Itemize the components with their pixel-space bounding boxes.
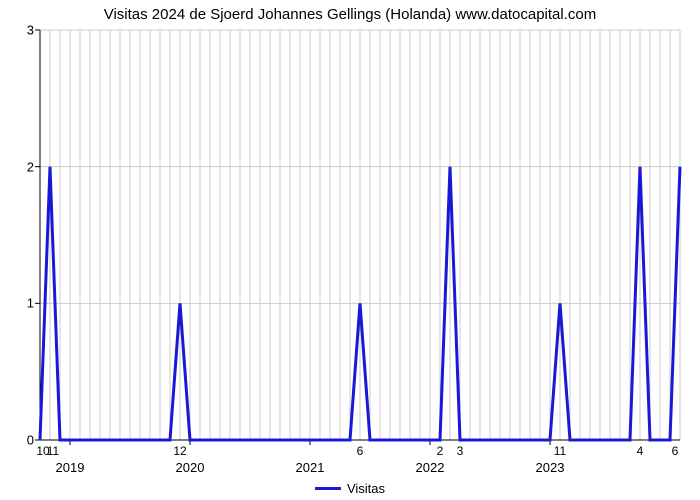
plot-area: [40, 30, 680, 440]
x-year-label: 2021: [296, 460, 325, 475]
x-year-label: 2019: [56, 460, 85, 475]
y-tick-label: 3: [4, 23, 34, 38]
legend-swatch: [315, 487, 341, 490]
x-secondary-label: 6: [357, 444, 364, 458]
x-secondary-label: 3: [457, 444, 464, 458]
chart-title: Visitas 2024 de Sjoerd Johannes Gellings…: [0, 6, 700, 23]
x-year-label: 2022: [416, 460, 445, 475]
x-secondary-label: 12: [173, 444, 186, 458]
y-tick-label: 1: [4, 296, 34, 311]
legend: Visitas: [0, 480, 700, 496]
x-secondary-label: 2: [437, 444, 444, 458]
x-secondary-label: 4: [637, 444, 644, 458]
plot-svg: [40, 30, 680, 440]
y-tick-label: 0: [4, 433, 34, 448]
chart-container: Visitas 2024 de Sjoerd Johannes Gellings…: [0, 0, 700, 500]
x-secondary-label: 6: [672, 444, 679, 458]
x-year-label: 2023: [536, 460, 565, 475]
x-year-label: 2020: [176, 460, 205, 475]
x-secondary-label: 11: [554, 444, 566, 458]
legend-label: Visitas: [347, 481, 385, 496]
y-tick-label: 2: [4, 159, 34, 174]
x-secondary-label: 11: [47, 444, 59, 458]
